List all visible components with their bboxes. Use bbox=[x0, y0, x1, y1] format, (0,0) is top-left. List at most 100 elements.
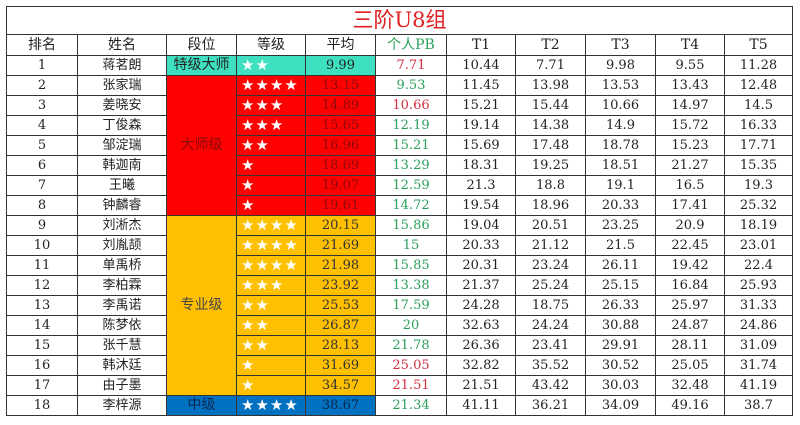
pb-cell: 15 bbox=[375, 235, 447, 256]
t5-cell: 19.3 bbox=[723, 175, 794, 196]
t1-cell: 18.31 bbox=[446, 155, 516, 176]
average-cell: 34.57 bbox=[305, 375, 376, 396]
rank-cell: 3 bbox=[6, 95, 78, 116]
t3-cell: 34.09 bbox=[585, 395, 656, 416]
t4-cell: 17.41 bbox=[655, 195, 725, 216]
header-t4: T4 bbox=[655, 34, 725, 56]
star-rating: ★ bbox=[236, 155, 306, 176]
rank-cell: 7 bbox=[6, 175, 78, 196]
t5-cell: 15.35 bbox=[723, 155, 794, 176]
t5-cell: 17.71 bbox=[723, 135, 794, 156]
name-cell: 钟麟睿 bbox=[77, 195, 167, 216]
t1-cell: 20.31 bbox=[446, 255, 516, 276]
t1-cell: 32.82 bbox=[446, 355, 516, 376]
table-row: 4 丁俊森 ★★★ 15.65 12.19 19.14 14.38 14.9 15.72 16.3… bbox=[6, 115, 794, 136]
header-average: 平均 bbox=[305, 34, 376, 56]
average-cell: 23.92 bbox=[305, 275, 376, 296]
table-row: 7 王曦 ★ 19.07 12.59 21.3 18.8 19.1 16.5 19.3 bbox=[6, 175, 794, 196]
average-cell: 18.69 bbox=[305, 155, 376, 176]
tier-cell: 特级大师 bbox=[166, 55, 237, 76]
name-cell: 李柏霖 bbox=[77, 275, 167, 296]
t2-cell: 13.98 bbox=[515, 75, 586, 96]
t4-cell: 9.55 bbox=[655, 55, 725, 76]
t5-cell: 41.19 bbox=[723, 375, 794, 396]
t4-cell: 14.97 bbox=[655, 95, 725, 116]
name-cell: 张千慧 bbox=[77, 335, 167, 356]
pb-cell: 13.38 bbox=[375, 275, 447, 296]
rank-cell: 1 bbox=[6, 55, 78, 76]
t1-cell: 19.04 bbox=[446, 215, 516, 236]
t2-cell: 43.42 bbox=[515, 375, 586, 396]
name-cell: 韩迦南 bbox=[77, 155, 167, 176]
average-cell: 21.69 bbox=[305, 235, 376, 256]
t1-cell: 32.63 bbox=[446, 315, 516, 336]
t5-cell: 31.74 bbox=[723, 355, 794, 376]
t5-cell: 25.32 bbox=[723, 195, 794, 216]
t3-cell: 30.03 bbox=[585, 375, 656, 396]
t4-cell: 32.48 bbox=[655, 375, 725, 396]
t4-cell: 13.43 bbox=[655, 75, 725, 96]
t3-cell: 26.33 bbox=[585, 295, 656, 316]
t3-cell: 18.51 bbox=[585, 155, 656, 176]
star-rating: ★★ bbox=[236, 55, 306, 76]
rank-cell: 9 bbox=[6, 215, 78, 236]
average-cell: 16.96 bbox=[305, 135, 376, 156]
rank-cell: 15 bbox=[6, 335, 78, 356]
rank-cell: 11 bbox=[6, 255, 78, 276]
t4-cell: 21.27 bbox=[655, 155, 725, 176]
t2-cell: 19.25 bbox=[515, 155, 586, 176]
table-row: 12 李柏霖 ★★★ 23.92 13.38 21.37 25.24 25.15 16.84 25… bbox=[6, 275, 794, 296]
t4-cell: 25.05 bbox=[655, 355, 725, 376]
table-row: 14 陈梦依 ★★ 26.87 20 32.63 24.24 30.88 24.87 24.86 bbox=[6, 315, 794, 336]
t1-cell: 21.37 bbox=[446, 275, 516, 296]
t1-cell: 15.21 bbox=[446, 95, 516, 116]
table-row: 8 钟麟睿 ★ 19.61 14.72 19.54 18.96 20.33 17.41 25.32 bbox=[6, 195, 794, 216]
t2-cell: 35.52 bbox=[515, 355, 586, 376]
rank-cell: 5 bbox=[6, 135, 78, 156]
header-name: 姓名 bbox=[77, 34, 167, 56]
star-rating: ★★★★ bbox=[236, 215, 306, 236]
rank-cell: 13 bbox=[6, 295, 78, 316]
t1-cell: 41.11 bbox=[446, 395, 516, 416]
table-row: 3 姜晓安 ★★★ 14.89 10.66 15.21 15.44 10.66 14.97 14.… bbox=[6, 95, 794, 116]
average-cell: 21.98 bbox=[305, 255, 376, 276]
rank-cell: 12 bbox=[6, 275, 78, 296]
t1-cell: 24.28 bbox=[446, 295, 516, 316]
star-rating: ★★★★ bbox=[236, 75, 306, 96]
t4-cell: 28.11 bbox=[655, 335, 725, 356]
name-cell: 单禹桥 bbox=[77, 255, 167, 276]
pb-cell: 21.51 bbox=[375, 375, 447, 396]
pb-cell: 9.53 bbox=[375, 75, 447, 96]
average-cell: 28.13 bbox=[305, 335, 376, 356]
header-rank: 排名 bbox=[6, 34, 78, 56]
tier-cell: 专业级 bbox=[166, 215, 237, 396]
header-grade: 等级 bbox=[236, 34, 306, 56]
name-cell: 姜晓安 bbox=[77, 95, 167, 116]
table-row: 15 张千慧 ★★ 28.13 21.78 26.36 23.41 29.91 28.11 31.… bbox=[6, 335, 794, 356]
star-rating: ★ bbox=[236, 355, 306, 376]
rank-cell: 14 bbox=[6, 315, 78, 336]
t2-cell: 20.51 bbox=[515, 215, 586, 236]
pb-cell: 12.59 bbox=[375, 175, 447, 196]
pb-cell: 15.21 bbox=[375, 135, 447, 156]
name-cell: 李禹诺 bbox=[77, 295, 167, 316]
rank-cell: 18 bbox=[6, 395, 78, 416]
t2-cell: 14.38 bbox=[515, 115, 586, 136]
t2-cell: 18.75 bbox=[515, 295, 586, 316]
t5-cell: 12.48 bbox=[723, 75, 794, 96]
name-cell: 由子墨 bbox=[77, 375, 167, 396]
star-rating: ★★★ bbox=[236, 115, 306, 136]
header-t1: T1 bbox=[446, 34, 516, 56]
t3-cell: 20.33 bbox=[585, 195, 656, 216]
t2-cell: 7.71 bbox=[515, 55, 586, 76]
name-cell: 丁俊森 bbox=[77, 115, 167, 136]
average-cell: 31.69 bbox=[305, 355, 376, 376]
average-cell: 19.61 bbox=[305, 195, 376, 216]
rank-cell: 8 bbox=[6, 195, 78, 216]
pb-cell: 21.34 bbox=[375, 395, 447, 416]
t2-cell: 17.48 bbox=[515, 135, 586, 156]
table-row: 9 刘淅杰 专业级 ★★★★ 20.15 15.86 19.04 20.51 23.25 20.9… bbox=[6, 215, 794, 396]
star-rating: ★★★★ bbox=[236, 395, 306, 416]
t4-cell: 15.72 bbox=[655, 115, 725, 136]
t3-cell: 19.1 bbox=[585, 175, 656, 196]
